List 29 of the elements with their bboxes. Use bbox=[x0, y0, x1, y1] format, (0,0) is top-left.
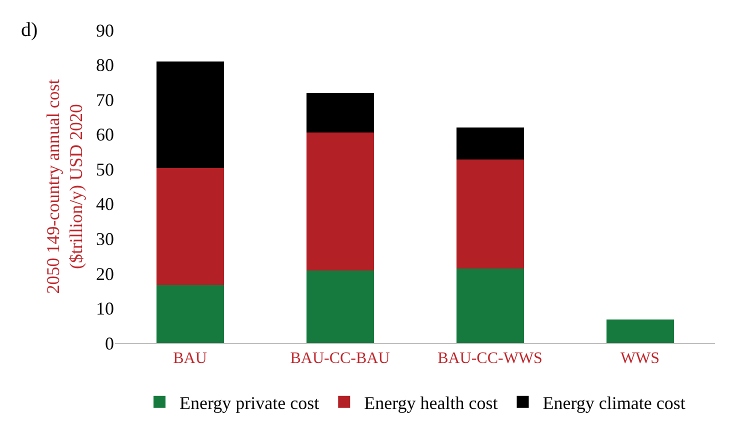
bar bbox=[306, 92, 374, 133]
bar bbox=[456, 159, 524, 269]
bar bbox=[456, 128, 524, 160]
y-tick-label: 40 bbox=[96, 194, 114, 214]
y-axis-title: 2050 149-country annual cost ($trillion/y) USD 2020 bbox=[42, 79, 86, 294]
legend-label: Energy health cost bbox=[364, 392, 498, 413]
bar bbox=[306, 270, 374, 343]
bar bbox=[156, 61, 224, 168]
x-tick-label: BAU bbox=[173, 350, 208, 368]
y-tick-label: 50 bbox=[96, 159, 114, 180]
legend-label: Energy climate cost bbox=[542, 392, 686, 413]
y-tick-label: 0 bbox=[105, 333, 114, 354]
bar bbox=[606, 320, 674, 343]
y-tick-label: 30 bbox=[96, 228, 114, 249]
y-tick-label: 80 bbox=[96, 55, 114, 76]
y-tick-label: 60 bbox=[96, 124, 114, 145]
text: d) bbox=[21, 19, 38, 41]
bar bbox=[456, 268, 524, 343]
x-tick-label: BAU-CC-WWS bbox=[438, 350, 542, 368]
y-tick-label: 20 bbox=[96, 264, 114, 284]
y-tick-label: 10 bbox=[96, 298, 114, 319]
bar bbox=[156, 168, 224, 285]
bar bbox=[306, 132, 374, 271]
y-tick-label: 90 bbox=[96, 20, 114, 40]
legend-label: Energy private cost bbox=[180, 392, 320, 413]
bar bbox=[156, 284, 224, 343]
x-tick-label: WWS bbox=[620, 350, 660, 368]
x-tick-label: BAU-CC-BAU bbox=[290, 350, 390, 368]
y-tick-label: 70 bbox=[96, 90, 114, 110]
